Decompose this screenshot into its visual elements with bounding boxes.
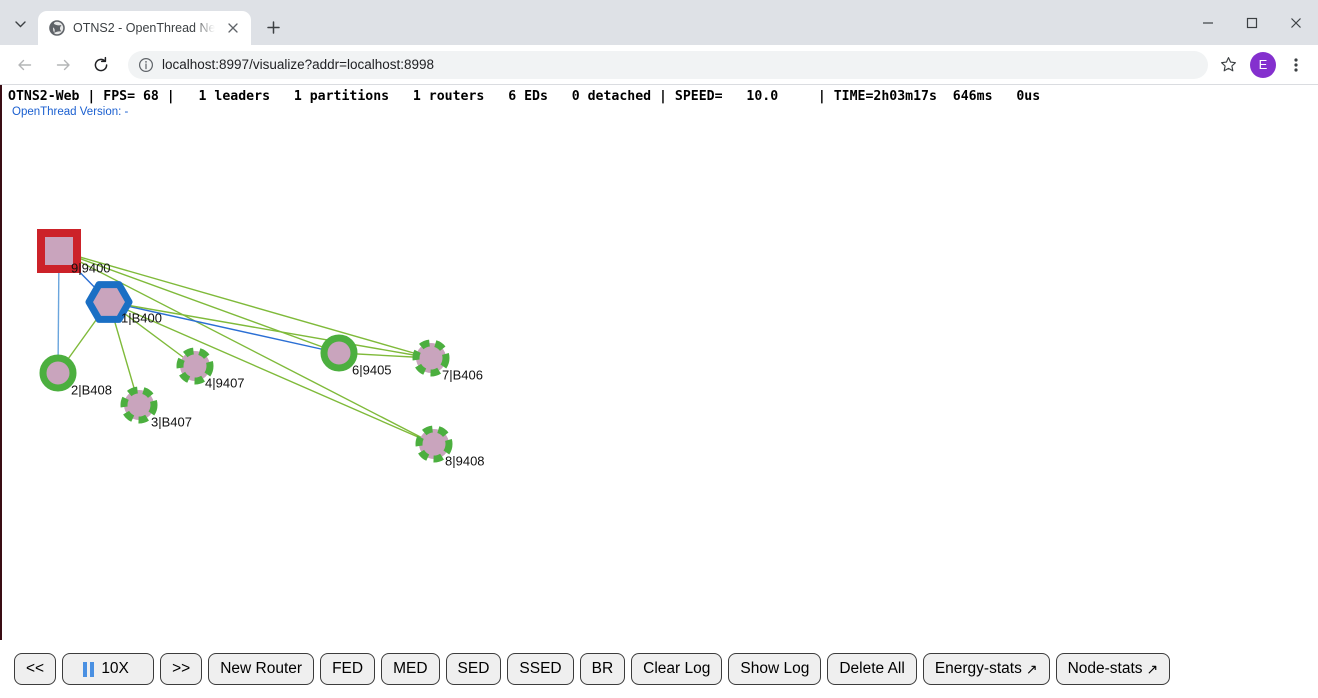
button-label: SSED	[519, 660, 561, 678]
new-br-button[interactable]: BR	[580, 653, 626, 685]
button-label: BR	[592, 660, 614, 678]
node-label: 3|B407	[151, 415, 192, 430]
browser-window: OTNS2 - OpenThread Ne	[0, 0, 1318, 698]
node-label: 2|B408	[71, 383, 112, 398]
button-label: Show Log	[740, 660, 809, 678]
new-med-button[interactable]: MED	[381, 653, 439, 685]
browser-toolbar: localhost:8997/visualize?addr=localhost:…	[0, 45, 1318, 84]
topology-node-1[interactable]: 1|B400	[89, 285, 162, 326]
globe-icon	[49, 20, 65, 36]
node-stats-button[interactable]: Node-stats↗	[1056, 653, 1171, 685]
minimize-icon	[1202, 17, 1214, 29]
browser-tab[interactable]: OTNS2 - OpenThread Ne	[38, 11, 251, 45]
clear-log-button[interactable]: Clear Log	[631, 653, 722, 685]
minimize-button[interactable]	[1186, 0, 1230, 45]
topology-node-8[interactable]: 8|9408	[419, 429, 485, 469]
reload-icon	[92, 56, 110, 74]
simulation-status-line: OTNS2-Web | FPS= 68 | 1 leaders 1 partit…	[0, 85, 1318, 104]
chevron-down-icon	[15, 21, 26, 28]
button-label: New Router	[220, 660, 302, 678]
new-router-button[interactable]: New Router	[208, 653, 314, 685]
topology-node-3[interactable]: 3|B407	[124, 390, 192, 430]
delete-all-button[interactable]: Delete All	[827, 653, 916, 685]
address-bar-url: localhost:8997/visualize?addr=localhost:…	[162, 57, 434, 72]
topology-node-7[interactable]: 7|B406	[416, 343, 483, 383]
button-label: Clear Log	[643, 660, 710, 678]
address-bar[interactable]: localhost:8997/visualize?addr=localhost:…	[128, 51, 1208, 79]
close-icon	[228, 23, 238, 33]
close-icon	[1290, 17, 1302, 29]
window-close-button[interactable]	[1274, 0, 1318, 45]
topology-edges	[58, 251, 434, 444]
new-sed-button[interactable]: SED	[446, 653, 502, 685]
tab-title: OTNS2 - OpenThread Ne	[73, 21, 215, 35]
node-label: 1|B400	[121, 311, 162, 326]
reload-button[interactable]	[85, 49, 117, 81]
node-label: 4|9407	[205, 376, 245, 391]
kebab-menu-icon	[1294, 57, 1298, 73]
energy-stats-button[interactable]: Energy-stats↗	[923, 653, 1050, 685]
show-log-button[interactable]: Show Log	[728, 653, 821, 685]
profile-avatar[interactable]: E	[1250, 52, 1276, 78]
node-label: 9|9400	[71, 261, 111, 276]
node-shape-circle	[124, 390, 154, 420]
step-back-button[interactable]: <<	[14, 653, 56, 685]
tab-search-button[interactable]	[6, 10, 34, 38]
external-link-icon: ↗	[1147, 661, 1159, 678]
back-button[interactable]	[9, 49, 41, 81]
external-link-icon: ↗	[1026, 661, 1038, 678]
new-tab-button[interactable]	[259, 13, 287, 41]
arrow-right-icon	[54, 56, 72, 74]
speed-button[interactable]: 10X	[62, 653, 154, 685]
button-label: SED	[458, 660, 490, 678]
button-label: MED	[393, 660, 427, 678]
button-label: Energy-stats	[935, 660, 1022, 678]
button-label: <<	[26, 660, 44, 678]
plus-icon	[267, 21, 280, 34]
node-shape-circle	[43, 358, 73, 388]
topology-edge	[59, 251, 434, 444]
page-content: OTNS2-Web | FPS= 68 | 1 leaders 1 partit…	[0, 84, 1318, 698]
topology-node-9[interactable]: 9|9400	[41, 233, 111, 276]
node-label: 6|9405	[352, 363, 392, 378]
node-label: 7|B406	[442, 368, 483, 383]
maximize-icon	[1246, 17, 1258, 29]
new-fed-button[interactable]: FED	[320, 653, 375, 685]
network-topology-canvas[interactable]: 9|9400 1|B400 2|B408 3|B407 4|9407 6|9405 7|B4…	[0, 113, 1318, 673]
bookmark-button[interactable]	[1214, 51, 1242, 79]
page-info-icon[interactable]	[138, 57, 154, 73]
topology-node-2[interactable]: 2|B408	[43, 358, 112, 398]
button-label: >>	[172, 660, 190, 678]
arrow-left-icon	[16, 56, 34, 74]
browser-menu-button[interactable]	[1282, 51, 1310, 79]
topology-svg: 9|9400 1|B400 2|B408 3|B407 4|9407 6|9405 7|B4…	[0, 113, 1318, 673]
node-label: 8|9408	[445, 454, 485, 469]
window-controls	[1186, 0, 1318, 45]
star-icon	[1220, 56, 1237, 73]
button-label: FED	[332, 660, 363, 678]
maximize-button[interactable]	[1230, 0, 1274, 45]
button-label: 10X	[101, 660, 129, 678]
button-label: Delete All	[839, 660, 904, 678]
topology-nodes: 9|9400 1|B400 2|B408 3|B407 4|9407 6|9405 7|B4…	[41, 233, 485, 469]
pause-icon	[83, 662, 94, 677]
forward-button[interactable]	[47, 49, 79, 81]
button-label: Node-stats	[1068, 660, 1143, 678]
node-shape-circle	[324, 338, 354, 368]
control-toolbar: << 10X >> New Router FED MED SED SSED BR Clear Lo…	[0, 640, 1318, 698]
tab-close-button[interactable]	[223, 18, 243, 38]
step-forward-button[interactable]: >>	[160, 653, 202, 685]
tab-strip: OTNS2 - OpenThread Ne	[0, 0, 1318, 45]
new-ssed-button[interactable]: SSED	[507, 653, 573, 685]
